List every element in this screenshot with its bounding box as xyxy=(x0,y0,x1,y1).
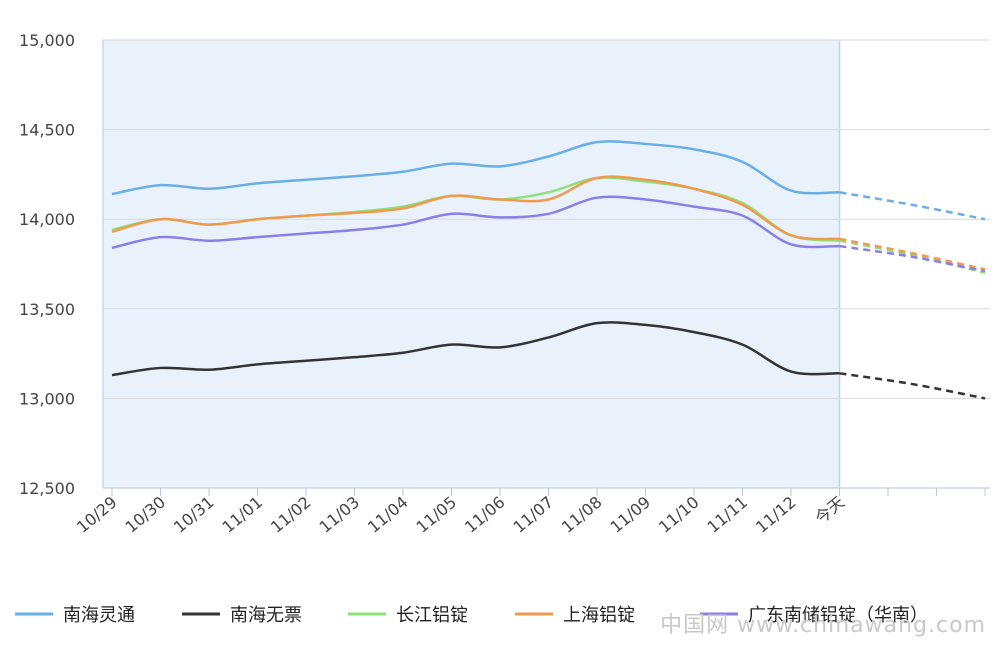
x-tick-label: 11/03 xyxy=(316,493,364,537)
x-tick-label: 11/11 xyxy=(704,493,752,537)
series-forecast-line xyxy=(839,239,986,275)
legend-label: 广东南储铝锭（华南） xyxy=(748,605,928,626)
x-tick-label: 10/29 xyxy=(73,493,121,537)
series-line xyxy=(111,140,840,196)
legend-label: 南海无票 xyxy=(230,605,302,626)
series-line xyxy=(111,175,840,241)
y-tick-label: 12,500 xyxy=(19,479,75,498)
legend-label: 长江铝锭 xyxy=(396,605,468,626)
x-tick-label: 11/02 xyxy=(267,493,315,537)
legend-label: 南海灵通 xyxy=(63,605,135,626)
series-forecast-line xyxy=(839,372,986,400)
y-tick-label: 13,000 xyxy=(19,389,75,408)
footer-watermark: 中国网 www.chinawang.com xyxy=(660,613,986,638)
y-tick-label: 14,500 xyxy=(19,121,75,140)
y-tick-label: 15,000 xyxy=(19,31,75,50)
series-forecast-line xyxy=(839,244,986,273)
x-tick-label: 11/06 xyxy=(461,493,509,537)
legend-label: 上海铝锭 xyxy=(563,605,635,626)
y-tick-label: 13,500 xyxy=(19,300,75,319)
x-tick-label: 11/12 xyxy=(752,493,800,537)
series-line xyxy=(111,321,840,377)
x-tick-label: 11/05 xyxy=(413,493,461,537)
x-tick-label: 11/07 xyxy=(510,493,558,537)
x-tick-label: 11/08 xyxy=(558,493,606,537)
x-tick-label: 11/04 xyxy=(364,493,412,537)
x-tick-label: 11/09 xyxy=(607,493,655,537)
x-tick-label: 10/30 xyxy=(122,493,170,537)
x-tick-label: 今天 xyxy=(811,493,848,528)
series-forecast-line xyxy=(839,191,986,221)
history-shade xyxy=(103,40,840,488)
y-tick-label: 14,000 xyxy=(19,210,75,229)
x-tick-label: 10/31 xyxy=(170,493,218,537)
x-tick-label: 11/01 xyxy=(219,493,267,537)
series-forecast-line xyxy=(839,237,986,271)
series-line xyxy=(111,195,840,250)
x-tick-label: 11/10 xyxy=(655,493,703,537)
